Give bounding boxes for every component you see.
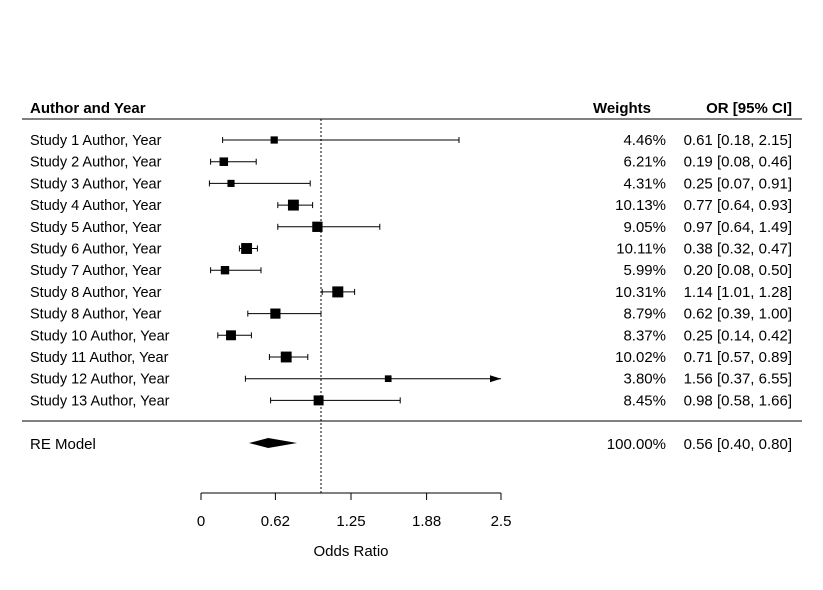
study-ci: 1.14 [1.01, 1.28] <box>684 284 792 301</box>
study-label: Study 8 Author, Year <box>30 307 162 323</box>
study-weight: 10.13% <box>615 197 666 214</box>
x-axis: Odds Ratio 0 0.62 1.25 1.88 2.5 <box>197 492 512 560</box>
study-row: Study 13 Author, Year 8.45% 0.98 [0.58, 1.… <box>30 392 792 409</box>
study-ci: 0.61 [0.18, 2.15] <box>684 132 792 149</box>
study-row: Study 10 Author, Year 8.37% 0.25 [0.14, 0.… <box>30 327 792 344</box>
study-weight: 8.37% <box>623 327 666 344</box>
study-weight: 10.31% <box>615 284 666 301</box>
x-tick-label: 1.25 <box>336 513 365 530</box>
summary-label: RE Model <box>30 436 96 453</box>
point-estimate <box>270 308 281 319</box>
point-estimate <box>280 351 292 363</box>
study-label: Study 1 Author, Year <box>30 133 162 149</box>
x-tick-label: 1.88 <box>412 513 441 530</box>
point-estimate <box>220 266 230 275</box>
point-estimate <box>227 179 235 187</box>
point-estimate <box>287 199 299 211</box>
study-weight: 8.45% <box>623 392 666 409</box>
point-estimate <box>226 330 236 341</box>
header-study: Author and Year <box>30 100 146 117</box>
study-label: Study 13 Author, Year <box>30 393 170 409</box>
header-weights: Weights <box>593 100 651 117</box>
study-row: Study 12 Author, Year 3.80% 1.56 [0.37, 6.… <box>30 371 792 388</box>
study-rows: Study 1 Author, Year 4.46% 0.61 [0.18, 2.1… <box>30 132 792 409</box>
study-weight: 5.99% <box>623 262 666 279</box>
study-label: Study 7 Author, Year <box>30 263 162 279</box>
summary-row: RE Model 100.00% 0.56 [0.40, 0.80] <box>30 436 792 453</box>
study-weight: 10.11% <box>616 241 666 258</box>
study-ci: 0.20 [0.08, 0.50] <box>684 262 792 279</box>
study-row: Study 6 Author, Year 10.11% 0.38 [0.32, 0.… <box>30 241 792 258</box>
study-ci: 0.77 [0.64, 0.93] <box>684 197 792 214</box>
study-ci: 0.71 [0.57, 0.89] <box>684 349 792 366</box>
study-ci: 1.56 [0.37, 6.55] <box>684 371 792 388</box>
study-weight: 10.02% <box>615 349 666 366</box>
point-estimate <box>312 221 323 232</box>
study-label: Study 11 Author, Year <box>30 350 169 366</box>
study-label: Study 2 Author, Year <box>30 155 162 171</box>
point-estimate <box>219 157 229 166</box>
x-tick-label: 0 <box>197 513 205 530</box>
header-or-ci: OR [95% CI] <box>706 100 792 117</box>
study-ci: 0.38 [0.32, 0.47] <box>684 241 792 258</box>
ci-arrow <box>490 375 501 383</box>
study-ci: 0.62 [0.39, 1.00] <box>684 306 792 323</box>
summary-weight: 100.00% <box>607 436 666 453</box>
study-ci: 0.98 [0.58, 1.66] <box>684 392 792 409</box>
summary-diamond <box>249 438 297 448</box>
point-estimate <box>270 136 278 144</box>
study-label: Study 10 Author, Year <box>30 328 170 344</box>
study-row: Study 4 Author, Year 10.13% 0.77 [0.64, 0.… <box>30 197 792 214</box>
study-label: Study 5 Author, Year <box>30 220 162 236</box>
point-estimate <box>384 375 392 383</box>
study-weight: 3.80% <box>623 371 666 388</box>
study-row: Study 7 Author, Year 5.99% 0.20 [0.08, 0.5… <box>30 262 792 279</box>
x-tick-label: 0.62 <box>261 513 290 530</box>
x-axis-label: Odds Ratio <box>313 543 388 560</box>
study-row: Study 2 Author, Year 6.21% 0.19 [0.08, 0.4… <box>30 154 792 171</box>
summary-ci: 0.56 [0.40, 0.80] <box>684 436 792 453</box>
study-label: Study 3 Author, Year <box>30 176 162 192</box>
study-label: Study 12 Author, Year <box>30 372 170 388</box>
point-estimate <box>332 286 344 298</box>
point-estimate <box>313 395 324 406</box>
study-ci: 0.19 [0.08, 0.46] <box>684 154 792 171</box>
study-label: Study 6 Author, Year <box>30 242 162 258</box>
study-weight: 6.21% <box>623 154 666 171</box>
study-row: Study 8 Author, Year 8.79% 0.62 [0.39, 1.0… <box>30 306 792 323</box>
study-weight: 4.46% <box>623 132 666 149</box>
study-row: Study 5 Author, Year 9.05% 0.97 [0.64, 1.4… <box>30 219 792 236</box>
study-row: Study 1 Author, Year 4.46% 0.61 [0.18, 2.1… <box>30 132 792 149</box>
study-row: Study 8 Author, Year 10.31% 1.14 [1.01, 1.… <box>30 284 792 301</box>
study-row: Study 11 Author, Year 10.02% 0.71 [0.57, 0… <box>30 349 792 366</box>
study-row: Study 3 Author, Year 4.31% 0.25 [0.07, 0.9… <box>30 175 792 192</box>
study-weight: 4.31% <box>623 175 666 192</box>
study-weight: 9.05% <box>623 219 666 236</box>
table-header: Author and Year Weights OR [95% CI] <box>30 100 792 117</box>
study-ci: 0.25 [0.07, 0.91] <box>684 175 792 192</box>
point-estimate <box>241 243 253 254</box>
x-tick-label: 2.5 <box>491 513 512 530</box>
study-label: Study 4 Author, Year <box>30 198 162 214</box>
study-label: Study 8 Author, Year <box>30 285 162 301</box>
study-weight: 8.79% <box>623 306 666 323</box>
study-ci: 0.97 [0.64, 1.49] <box>684 219 792 236</box>
study-ci: 0.25 [0.14, 0.42] <box>684 327 792 344</box>
